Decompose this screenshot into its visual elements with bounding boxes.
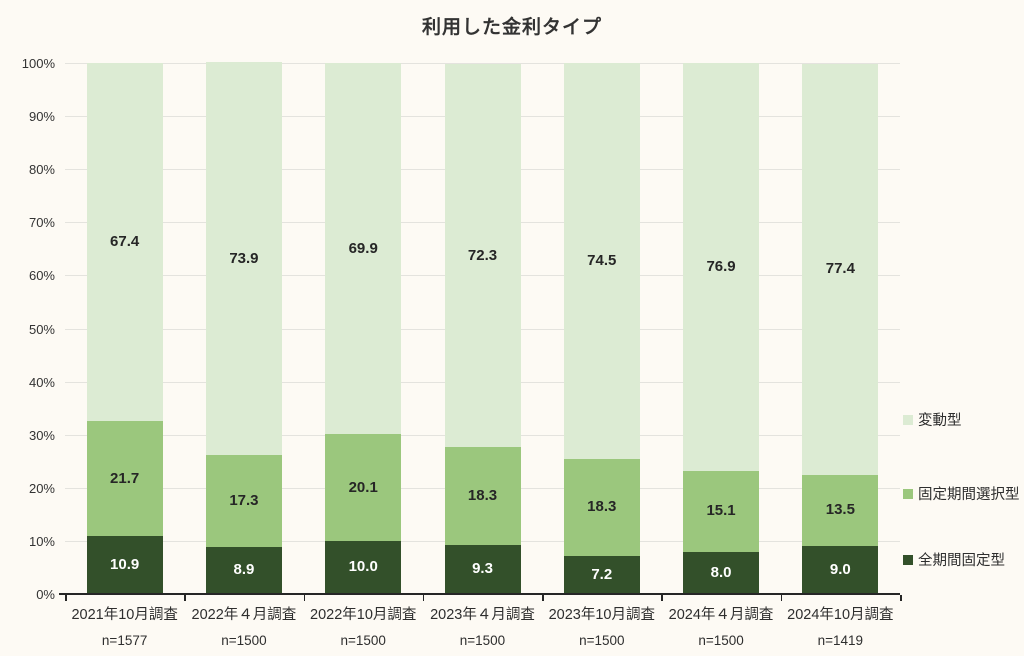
data-label: 18.3 (587, 498, 617, 516)
sample-size-label: n=1577 (101, 633, 148, 648)
legend-item: 変動型 (903, 409, 962, 430)
bar-segment: 18.3 (563, 458, 640, 556)
data-label: 18.3 (467, 487, 498, 505)
x-axis-line (59, 593, 900, 595)
x-axis-category-label: 2023年10月調査 (548, 607, 655, 623)
bar-segment: 72.3 (444, 63, 521, 448)
bar-segment: 21.7 (86, 420, 163, 537)
legend-label: 変動型 (918, 413, 962, 429)
y-axis-tick-label: 90% (28, 109, 55, 125)
data-label: 73.9 (229, 249, 259, 267)
data-label: 10.9 (110, 556, 140, 574)
y-axis-tick-label: 70% (28, 215, 55, 231)
data-label: 7.2 (591, 565, 613, 583)
y-axis-tick-label: 10% (28, 533, 55, 549)
bar-segment: 77.4 (802, 63, 879, 475)
x-axis-tick (303, 595, 306, 601)
bar-segment: 10.9 (86, 536, 163, 594)
sample-size-label: n=1500 (340, 633, 386, 648)
legend-swatch-icon (903, 414, 913, 425)
legend-swatch-icon (903, 488, 913, 499)
x-axis-category-label: 2021年10月調査 (71, 607, 178, 623)
bar-segment: 9.3 (444, 544, 521, 594)
chart-title: 利用した金利タイプ (421, 17, 602, 38)
x-axis-tick (65, 595, 67, 601)
x-axis-category-label: 2023年４月調査 (430, 607, 535, 623)
x-axis-category-label: 2024年10月調査 (787, 607, 894, 623)
data-label: 21.7 (110, 469, 140, 487)
bar-segment: 20.1 (325, 434, 402, 541)
bar-segment: 74.5 (563, 63, 640, 459)
data-label: 72.3 (467, 246, 498, 264)
legend-label: 全期間固定型 (918, 553, 1005, 569)
sample-size-label: n=1500 (698, 633, 744, 648)
plot-area: 10.9 21.7 67.4 8.9 17.3 73.9 10.0 20.1 69.9 9.3 18… (59, 62, 902, 601)
bar-segment: 17.3 (205, 454, 282, 547)
bar-segment: 8.9 (205, 546, 282, 594)
data-label: 8.0 (710, 563, 732, 581)
y-axis-tick-label: 40% (28, 374, 55, 390)
x-axis-tick (780, 595, 783, 601)
data-label: 20.1 (348, 478, 378, 496)
legend-label: 固定期間選択型 (918, 487, 1020, 503)
x-axis-category-label: 2022年４月調査 (191, 607, 297, 623)
bar-segment: 69.9 (325, 63, 402, 435)
data-label: 15.1 (706, 502, 736, 520)
gridline (65, 63, 900, 64)
x-axis-tick (661, 595, 663, 601)
data-label: 77.4 (825, 260, 855, 278)
data-label: 67.4 (110, 232, 140, 250)
legend-item: 全期間固定型 (903, 549, 1005, 570)
y-axis-tick-label: 20% (28, 480, 55, 496)
bar-segment: 7.2 (563, 555, 640, 594)
legend-swatch-icon (903, 554, 913, 565)
bar-segment: 67.4 (86, 63, 163, 421)
x-axis-tick (184, 595, 186, 601)
data-label: 69.9 (348, 239, 378, 257)
sample-size-label: n=1500 (221, 633, 267, 648)
data-label: 76.9 (706, 258, 736, 276)
legend-item: 固定期間選択型 (903, 483, 1020, 504)
y-axis-tick-label: 100% (21, 56, 55, 71)
x-axis-category-label: 2024年４月調査 (668, 607, 774, 623)
y-axis-tick-label: 0% (36, 587, 55, 602)
x-axis-tick (900, 595, 902, 601)
x-axis-tick (542, 595, 544, 601)
y-axis-tick-label: 50% (28, 321, 55, 337)
sample-size-label: n=1500 (579, 633, 625, 648)
y-axis-tick-label: 60% (28, 268, 55, 284)
data-label: 17.3 (229, 491, 259, 509)
data-label: 13.5 (825, 501, 855, 519)
bar-segment: 13.5 (802, 474, 879, 547)
data-label: 9.3 (472, 560, 493, 578)
data-label: 9.0 (829, 561, 851, 579)
bar-segment: 73.9 (205, 62, 282, 455)
bar-segment: 18.3 (444, 447, 521, 545)
data-label: 8.9 (233, 561, 255, 579)
x-axis-category-label: 2022年10月調査 (310, 607, 417, 623)
bar-segment: 10.0 (325, 540, 402, 594)
bar-segment: 15.1 (683, 471, 760, 552)
x-axis-tick (422, 595, 425, 601)
y-axis-tick-label: 30% (28, 427, 55, 443)
sample-size-label: n=1419 (817, 633, 864, 648)
data-label: 74.5 (587, 251, 617, 269)
sample-size-label: n=1500 (459, 633, 506, 648)
y-axis-tick-label: 80% (28, 162, 55, 178)
bar-segment: 76.9 (683, 63, 760, 472)
bar-segment: 9.0 (802, 546, 879, 594)
data-label: 10.0 (348, 558, 378, 576)
bar-segment: 8.0 (683, 551, 760, 594)
